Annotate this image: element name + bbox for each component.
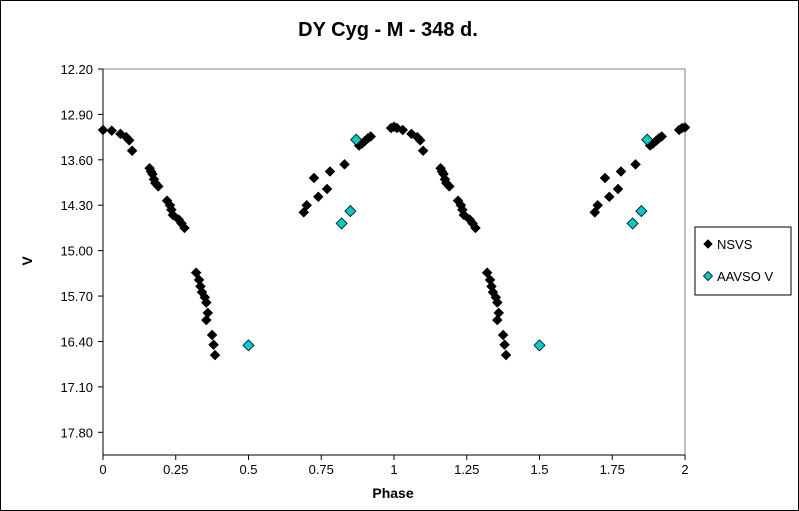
nsvs-point [500,349,512,361]
nsvs-point [615,166,627,177]
nsvs-point [470,222,481,234]
nsvs-point [599,172,611,184]
chart-title: DY Cyg - M - 348 d. [298,19,478,41]
nsvs-point [491,297,503,308]
aavso-v-point [626,217,639,230]
nsvs-point [106,125,118,136]
nsvs-point [417,145,429,157]
aavso-v-point [242,339,255,352]
nsvs-point [443,181,455,192]
nsvs-point [209,349,221,361]
y-tick-label: 13.60 [60,153,93,168]
nsvs-point [406,128,417,140]
x-axis-title: Phase [372,485,413,501]
nsvs-point [301,199,313,211]
nsvs-point [589,207,601,218]
nsvs-point [365,131,377,142]
y-tick-label: 14.30 [60,198,93,213]
y-tick-label: 15.70 [60,289,93,304]
aavso-v-point [344,205,357,218]
nsvs-point [208,339,219,351]
y-tick-label: 15.00 [60,244,93,259]
nsvs-point [126,145,138,157]
y-tick-label: 12.20 [60,62,93,77]
legend-marker-aavso-v [702,270,714,282]
aavso-v-point [335,217,348,230]
nsvs-point [179,222,190,234]
x-tick-label: 0.25 [163,462,188,477]
nsvs-point [497,329,509,341]
x-tick-label: 2 [681,462,688,477]
nsvs-point [324,166,336,177]
x-tick-label: 1 [390,462,397,477]
y-tick-label: 16.40 [60,334,93,349]
nsvs-point [592,199,604,211]
x-tick-label: 1.75 [600,462,625,477]
nsvs-point [679,122,691,133]
legend-label-nsvs: NSVS [717,237,753,252]
nsvs-point [206,329,218,341]
x-ticks: 0 0.25 0.5 0.75 1 1.25 1.5 1.75 2 [99,455,689,477]
x-tick-label: 0.75 [309,462,334,477]
y-tick-label: 17.80 [60,425,93,440]
nsvs-point [298,207,310,218]
nsvs-point [167,209,179,221]
plot-area [102,68,686,456]
nsvs-point [152,181,164,192]
x-tick-label: 0 [99,462,106,477]
y-ticks: 12.20 12.90 13.60 14.30 15.00 15.70 16.40 17.10… [60,62,103,440]
aavso-v-point [641,133,654,146]
nsvs-point [491,314,503,326]
nsvs-point [123,135,135,146]
aavso-v-point [533,339,546,352]
legend-label-aavso-v: AAVSO V [717,269,773,284]
nsvs-point [321,183,333,195]
nsvs-point [97,124,109,136]
nsvs-point [308,172,320,184]
y-tick-label: 12.90 [60,107,93,122]
nsvs-point [200,297,212,308]
nsvs-point [612,183,624,195]
legend-marker-nsvs [703,239,713,249]
nsvs-point [397,124,409,136]
y-axis-title: V [19,256,35,266]
nsvs-point [458,209,470,221]
nsvs-point [656,131,668,142]
x-tick-label: 0.5 [239,462,257,477]
nsvs-point [200,314,212,326]
nsvs-point [603,191,615,203]
aavso-v-point [635,205,648,218]
nsvs-point [414,135,426,146]
legend-box [694,226,792,296]
nsvs-point [115,128,126,140]
nsvs-point [312,191,324,203]
x-tick-label: 1.25 [454,462,479,477]
aavso-v-point [350,133,363,146]
data-points [97,121,691,361]
nsvs-point [339,159,350,170]
nsvs-point [499,339,510,351]
y-tick-label: 17.10 [60,380,93,395]
x-tick-label: 1.5 [530,462,548,477]
legend: NSVS AAVSO V [694,226,792,296]
nsvs-point [630,159,641,170]
